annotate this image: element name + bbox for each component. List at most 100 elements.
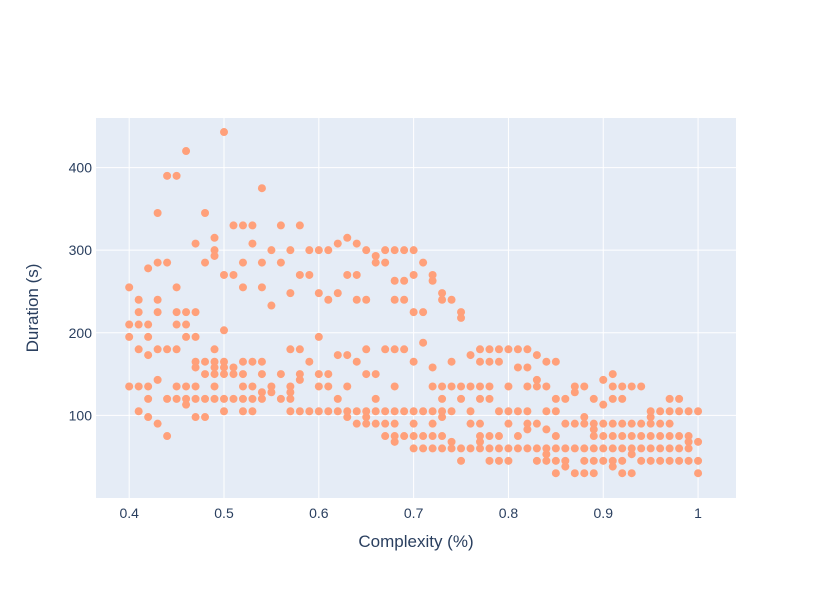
data-point bbox=[532, 375, 541, 384]
data-point bbox=[532, 456, 541, 465]
data-point bbox=[201, 209, 210, 217]
data-point bbox=[257, 258, 266, 267]
data-point bbox=[210, 370, 219, 379]
data-point bbox=[295, 375, 304, 384]
x-tick-label: 0.7 bbox=[404, 505, 424, 521]
data-point bbox=[409, 444, 418, 453]
data-point bbox=[523, 345, 532, 354]
data-point bbox=[153, 209, 162, 217]
x-tick-label: 0.5 bbox=[214, 505, 234, 521]
data-point bbox=[476, 382, 484, 391]
data-point bbox=[352, 295, 361, 304]
y-tick-label: 400 bbox=[69, 160, 93, 176]
data-point bbox=[352, 270, 361, 279]
data-point bbox=[675, 432, 684, 441]
data-point bbox=[182, 400, 191, 409]
data-point bbox=[504, 407, 513, 416]
data-point bbox=[229, 394, 238, 403]
data-point bbox=[646, 444, 655, 453]
y-axis-ticks: 100 200 300 400 bbox=[69, 160, 93, 424]
data-point bbox=[182, 382, 191, 391]
data-point bbox=[608, 444, 617, 453]
data-point bbox=[191, 332, 200, 341]
data-point bbox=[229, 363, 238, 372]
data-point bbox=[532, 419, 541, 428]
data-point bbox=[457, 444, 466, 453]
data-point bbox=[220, 394, 228, 403]
data-point bbox=[295, 407, 304, 416]
data-point bbox=[532, 382, 541, 391]
data-point bbox=[400, 432, 409, 441]
data-point bbox=[210, 233, 219, 242]
data-point bbox=[684, 456, 693, 465]
data-point bbox=[637, 444, 646, 453]
data-point bbox=[163, 432, 172, 441]
data-point bbox=[314, 407, 323, 416]
data-point bbox=[134, 308, 143, 317]
data-point bbox=[504, 444, 513, 453]
data-point bbox=[172, 308, 181, 317]
data-point bbox=[419, 432, 428, 441]
data-point bbox=[523, 382, 532, 391]
data-point bbox=[172, 283, 181, 292]
data-point bbox=[371, 394, 380, 403]
data-point bbox=[257, 394, 266, 403]
data-point bbox=[134, 382, 143, 391]
data-point bbox=[447, 295, 456, 304]
data-point bbox=[381, 258, 390, 267]
data-point bbox=[637, 432, 646, 441]
data-point bbox=[599, 432, 608, 441]
data-point bbox=[257, 184, 266, 193]
data-point bbox=[343, 413, 352, 422]
data-point bbox=[684, 444, 693, 453]
data-point bbox=[343, 270, 352, 279]
data-point bbox=[665, 394, 674, 403]
data-point bbox=[343, 233, 352, 242]
data-point bbox=[438, 407, 447, 416]
data-point bbox=[523, 419, 532, 428]
data-point bbox=[134, 320, 143, 329]
data-point bbox=[599, 375, 608, 384]
data-point bbox=[476, 437, 484, 446]
data-point bbox=[134, 295, 143, 304]
data-point bbox=[371, 370, 380, 379]
data-point bbox=[390, 246, 399, 255]
data-point bbox=[371, 419, 380, 428]
data-point bbox=[542, 357, 551, 366]
data-point bbox=[570, 419, 579, 428]
data-point bbox=[144, 320, 153, 329]
data-point bbox=[210, 363, 219, 372]
data-point bbox=[523, 425, 532, 434]
data-point bbox=[476, 394, 484, 403]
data-point bbox=[314, 370, 323, 379]
data-point bbox=[409, 407, 418, 416]
data-point bbox=[153, 345, 162, 354]
data-point bbox=[428, 432, 437, 441]
data-point bbox=[504, 419, 513, 428]
data-point bbox=[561, 456, 570, 465]
data-point bbox=[144, 382, 153, 391]
data-point bbox=[532, 351, 541, 360]
data-point bbox=[665, 444, 674, 453]
data-point bbox=[627, 444, 636, 453]
data-point bbox=[485, 345, 494, 354]
data-point bbox=[191, 308, 200, 317]
data-point bbox=[276, 221, 285, 230]
data-point bbox=[428, 382, 437, 391]
data-point bbox=[523, 363, 532, 372]
data-point bbox=[608, 370, 617, 379]
data-point bbox=[665, 432, 674, 441]
data-point bbox=[637, 456, 646, 465]
data-point bbox=[675, 456, 684, 465]
data-point bbox=[494, 444, 503, 453]
data-point bbox=[485, 382, 494, 391]
data-point bbox=[542, 450, 551, 459]
data-point bbox=[172, 394, 181, 403]
data-point bbox=[324, 246, 333, 255]
data-point bbox=[627, 432, 636, 441]
data-point bbox=[656, 407, 665, 416]
data-point bbox=[428, 419, 437, 428]
data-point bbox=[599, 419, 608, 428]
data-point bbox=[580, 456, 589, 465]
